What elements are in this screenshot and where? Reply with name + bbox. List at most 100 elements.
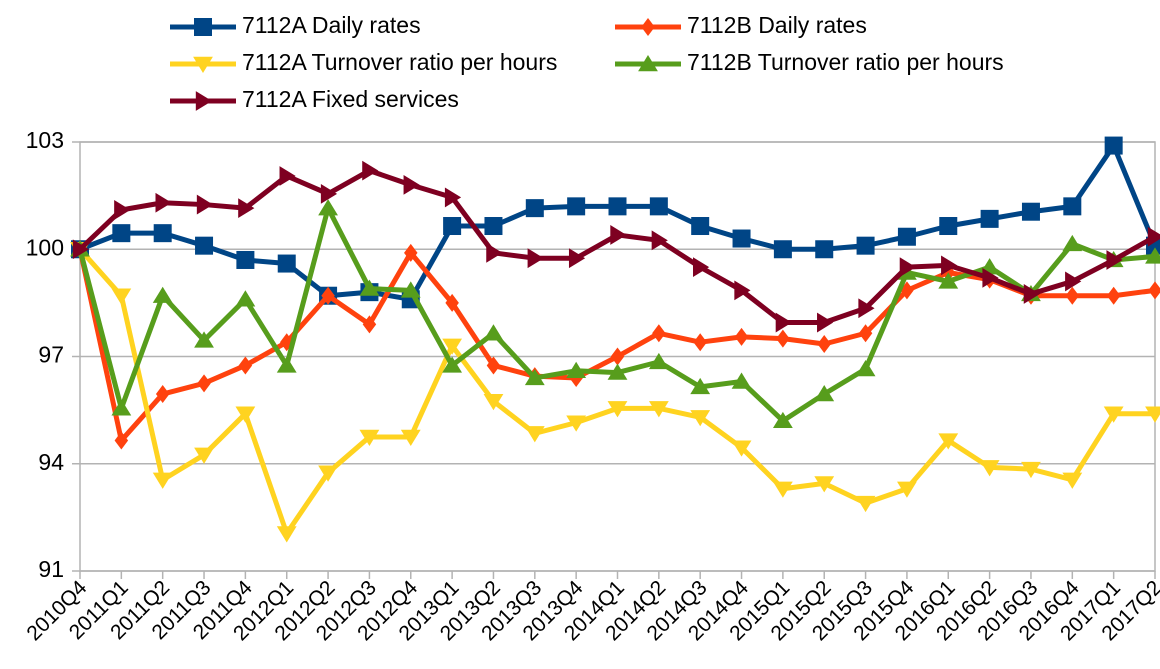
marker	[111, 399, 132, 416]
marker	[814, 476, 835, 493]
marker	[776, 329, 790, 348]
marker	[648, 352, 669, 370]
marker	[238, 198, 255, 219]
marker	[856, 236, 875, 255]
marker	[318, 465, 338, 482]
legend-label: 7112A Daily rates	[242, 12, 421, 38]
marker	[1065, 286, 1080, 305]
marker	[362, 160, 379, 181]
marker	[359, 279, 380, 296]
marker	[979, 460, 1000, 477]
legend-marker	[638, 55, 658, 72]
marker	[607, 401, 628, 418]
marker	[941, 255, 958, 276]
marker	[483, 324, 504, 341]
marker	[610, 347, 625, 366]
marker	[318, 199, 338, 216]
marker	[196, 194, 214, 215]
marker	[1062, 472, 1083, 489]
marker	[153, 224, 172, 243]
marker	[897, 227, 916, 246]
marker	[362, 315, 377, 334]
marker	[484, 217, 503, 236]
marker	[445, 293, 459, 312]
marker	[444, 187, 462, 208]
legend-label: 7112A Turnover ratio per hours	[242, 49, 557, 75]
marker	[939, 217, 958, 236]
marker	[111, 288, 132, 305]
marker	[980, 209, 999, 228]
marker	[155, 385, 170, 404]
marker	[938, 272, 959, 289]
marker	[279, 166, 296, 186]
legend-label: 7112B Turnover ratio per hours	[687, 49, 1004, 75]
legend-marker	[194, 18, 212, 36]
marker	[443, 217, 462, 236]
marker	[734, 327, 749, 346]
y-tick-label: 91	[38, 556, 64, 582]
marker	[567, 197, 586, 216]
marker	[194, 331, 214, 348]
marker	[1106, 250, 1123, 270]
marker	[649, 197, 668, 216]
marker	[112, 224, 131, 243]
marker	[817, 312, 834, 333]
marker	[403, 175, 420, 195]
marker	[1145, 247, 1160, 264]
marker	[114, 431, 129, 450]
marker	[897, 481, 917, 498]
marker	[155, 192, 172, 213]
marker	[1065, 271, 1082, 292]
marker	[1023, 284, 1040, 304]
marker	[566, 361, 587, 378]
marker	[1145, 406, 1160, 423]
marker	[72, 239, 89, 260]
marker	[775, 312, 792, 333]
marker	[486, 242, 503, 263]
marker	[772, 411, 793, 429]
series-group	[70, 136, 1160, 543]
legend-marker	[193, 56, 213, 73]
marker	[524, 368, 545, 386]
marker	[195, 236, 214, 255]
marker	[524, 426, 545, 443]
plot-area	[79, 141, 1156, 572]
marker	[320, 183, 338, 204]
legend-marker	[195, 91, 212, 111]
marker	[1063, 197, 1082, 216]
series-line	[78, 247, 1155, 536]
legend-label: 7112B Daily rates	[687, 12, 867, 38]
marker	[772, 481, 793, 498]
marker	[400, 429, 421, 446]
marker	[359, 429, 380, 446]
marker	[1106, 286, 1121, 305]
marker	[152, 472, 173, 489]
y-tick-label: 103	[26, 127, 64, 153]
marker	[607, 363, 628, 380]
marker	[486, 356, 501, 375]
legend-label: 7112A Fixed services	[242, 86, 459, 112]
legend: 7112A Daily rates 7112B Daily rates 7112A …	[170, 12, 1004, 112]
marker	[732, 229, 751, 248]
marker	[1103, 406, 1124, 423]
marker	[855, 495, 876, 513]
marker	[483, 393, 504, 411]
marker	[651, 230, 668, 251]
marker	[731, 440, 752, 457]
marker	[236, 250, 255, 269]
marker	[855, 360, 876, 377]
marker	[276, 356, 297, 373]
marker	[734, 280, 751, 301]
marker	[690, 377, 711, 395]
marker	[858, 324, 873, 343]
marker	[773, 240, 792, 259]
marker	[277, 254, 296, 273]
marker	[1062, 234, 1083, 252]
marker	[899, 257, 916, 278]
marker	[235, 290, 256, 307]
marker	[1147, 226, 1160, 247]
marker	[568, 248, 586, 269]
marker	[648, 401, 669, 418]
marker	[814, 385, 835, 402]
